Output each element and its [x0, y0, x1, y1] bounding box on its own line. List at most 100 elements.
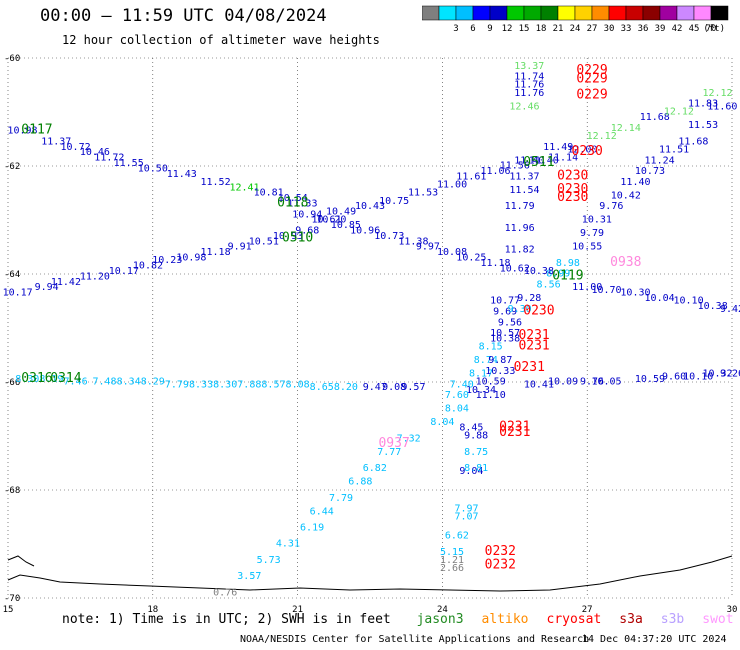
note-text: note: 1) Time is in UTC; 2) SWH is in fe… — [62, 612, 391, 627]
wave-height-point: 10.31 — [582, 215, 612, 226]
wave-height-point: 10.98 — [7, 126, 37, 137]
pass-time-label: 0231 — [499, 425, 530, 440]
wave-height-point: 10.38 — [524, 266, 554, 277]
wave-height-point: 10.32 — [702, 369, 732, 380]
wave-height-point: 11.55 — [114, 158, 144, 169]
pass-time-label: 0938 — [610, 255, 641, 270]
wave-height-point: 6.62 — [445, 531, 469, 542]
wave-height-point: 7.60 — [445, 390, 469, 401]
wave-height-point: 10.10 — [683, 371, 713, 382]
wave-height-point: 9.30 — [508, 304, 532, 315]
wave-height-point: 8.20 — [334, 382, 358, 393]
colorbar-tick-label: 45 — [689, 24, 700, 34]
wave-height-point: 10.20 — [316, 215, 346, 226]
wave-height-point: 10.09 — [548, 377, 578, 388]
wave-height-point: 11.24 — [645, 155, 675, 166]
wave-height-point: 10.17 — [109, 266, 139, 277]
pass-time-label: 0230 — [557, 182, 588, 197]
colorbar-tick-label: 39 — [655, 24, 666, 34]
wave-height-point: 11.40 — [620, 177, 650, 188]
wave-height-point: 13.37 — [514, 61, 544, 72]
satellite-legend-altiko: altiko — [481, 612, 529, 627]
pass-time-label: 0230 — [557, 190, 588, 205]
colorbar-unit: (ft) — [703, 24, 725, 34]
wave-height-point: 9.28 — [517, 293, 541, 304]
wave-height-point: 9.26 — [720, 369, 740, 380]
wave-height-point: 10.43 — [355, 201, 385, 212]
wave-height-point: 10.62 — [500, 263, 530, 274]
pass-time-label: 0511 — [523, 155, 554, 170]
wave-height-point: 11.43 — [167, 169, 197, 180]
wave-height-point: 8.65 — [310, 382, 334, 393]
wave-height-point: 8.34 — [117, 377, 141, 388]
wave-height-point: 10.75 — [379, 196, 409, 207]
wave-height-point: 7.40 — [450, 379, 474, 390]
wave-height-point: 9.57 — [401, 382, 425, 393]
wave-height-point: 11.52 — [200, 177, 230, 188]
wave-height-point: 10.49 — [326, 207, 356, 218]
pass-time-label: 0231 — [518, 339, 549, 354]
pass-time-label: 0118 — [277, 196, 308, 211]
wave-height-point: 11.33 — [287, 199, 317, 210]
wave-height-point: 8.45 — [459, 423, 483, 434]
wave-height-point: 11.72 — [94, 153, 124, 164]
colorbar-tick-label: 30 — [604, 24, 615, 34]
wave-height-point: 10.81 — [254, 188, 284, 199]
wave-height-point: 10.98 — [176, 253, 206, 264]
x-tick-label: 15 — [3, 605, 14, 615]
wave-height-point: 10.54 — [278, 193, 308, 204]
wave-height-point: 9.68 — [295, 226, 319, 237]
wave-height-point: 10.33 — [485, 366, 515, 377]
wave-height-point: 10.05 — [591, 377, 621, 388]
satellite-legend-s3b: s3b — [660, 612, 685, 627]
wave-height-point: 12.41 — [229, 182, 259, 193]
wave-height-point: 12.00 — [567, 145, 597, 156]
colorbar-tick-label: 36 — [638, 24, 649, 34]
wave-height-point: 11.10 — [476, 390, 506, 401]
wave-height-point: 10.96 — [350, 226, 380, 237]
coastline — [7, 555, 35, 567]
wave-height-point: 9.69 — [493, 307, 517, 318]
coastline — [7, 555, 733, 592]
x-tick-label: 21 — [292, 605, 303, 615]
satellite-legend-s3a: s3a — [619, 612, 643, 627]
wave-height-point: 10.23 — [152, 255, 182, 266]
wave-height-point: 8.08 — [286, 379, 310, 390]
wave-height-point: 9.42 — [720, 304, 740, 315]
wave-height-point: 8.17 — [469, 369, 493, 380]
wave-height-point: 11.38 — [398, 236, 428, 247]
wave-height-point: 11.76 — [514, 88, 544, 99]
wave-height-point: 10.42 — [611, 190, 641, 201]
pass-time-label: 0230 — [572, 144, 603, 159]
wave-height-point: 6.82 — [363, 463, 387, 474]
pass-time-label: 0316 — [21, 371, 52, 386]
pass-time-label: 0231 — [518, 328, 549, 343]
pass-time-label: 0229 — [576, 88, 607, 103]
wave-height-point: 10.04 — [645, 293, 675, 304]
wave-height-point: 9.08 — [382, 382, 406, 393]
wave-height-point: 9.76 — [580, 377, 604, 388]
chart-title: 00:00 – 11:59 UTC 04/08/2024 — [40, 6, 327, 26]
pass-time-label: 0229 — [576, 63, 607, 78]
wave-height-point: 9.56 — [498, 317, 522, 328]
wave-height-point: 9.79 — [580, 228, 604, 239]
credit-line: NOAA/NESDIS Center for Satellite Applica… — [240, 634, 590, 645]
satellite-legend-cryosat: cryosat — [546, 612, 602, 627]
wave-height-point: 8.74 — [474, 355, 498, 366]
wave-height-point: 10.93 — [273, 231, 303, 242]
wave-height-point: 4.31 — [276, 539, 300, 550]
wave-height-point: 9.94 — [35, 282, 59, 293]
wave-height-point: 7.88 — [237, 379, 261, 390]
wave-height-point: 8.19 — [39, 374, 63, 385]
colorbar-swatch — [710, 5, 729, 21]
pass-time-label: 0119 — [552, 268, 583, 283]
satellite-legend-swot: swot — [702, 612, 734, 627]
color-legend: 3 6 9 12 15 18 21 24 27 30 33 36 39 42 45 70(ft) — [422, 5, 729, 34]
wave-height-point: 11.06 — [480, 166, 510, 177]
wave-height-point: 9.97 — [416, 242, 440, 253]
wave-height-point: 10.94 — [292, 209, 322, 220]
wave-height-point: 8.98 — [556, 258, 580, 269]
wave-height-point: 2.66 — [440, 563, 464, 574]
x-tick-label: 27 — [582, 605, 593, 615]
wave-height-point: 11.82 — [505, 244, 535, 255]
